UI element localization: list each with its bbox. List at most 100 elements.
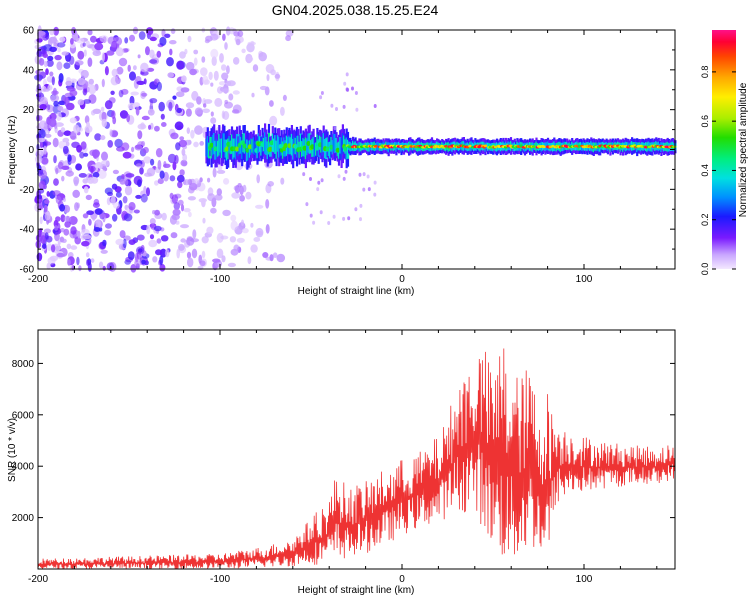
spectrogram-noise-blob [269, 100, 274, 107]
spectrogram-track-mid [222, 133, 225, 155]
spectrogram-noise-blob [212, 258, 221, 263]
spectrogram-noise-blob [38, 199, 43, 210]
spectrogram-noise-blob [164, 249, 170, 258]
spectrogram-noise-blob [70, 245, 78, 250]
spectrogram-noise-blob [42, 87, 50, 92]
spectrogram-noise-blob [212, 167, 217, 178]
spectrogram-noise-blob [110, 195, 116, 206]
spectrogram-track-core [247, 144, 253, 150]
spectrogram-noise-blob [149, 218, 156, 225]
spectrogram-noise-blob [122, 151, 132, 159]
x-tick-label: 100 [576, 274, 593, 285]
spectrogram-noise-blob [216, 188, 222, 196]
spectrogram-noise-blob [159, 264, 166, 272]
spectrogram-noise-blob [267, 181, 275, 187]
spectrogram-panel: -200 -100 0 100 60 40 20 0 -20 -40 -60 Height of s… [7, 25, 677, 297]
spectrogram-noise-blob [87, 57, 93, 67]
spectrogram-noise-blob [232, 90, 240, 95]
spectrogram-noise-blob [63, 204, 71, 213]
spectrogram-noise-blob [141, 259, 146, 265]
spectrogram-noise-blob [169, 40, 177, 45]
spectrogram-noise-blob [43, 61, 48, 67]
spectrogram-noise-blob [180, 159, 188, 167]
spectrogram-noise-blob [157, 159, 162, 170]
spectrogram-noise-blob [309, 177, 312, 181]
spectrogram-track-mid [264, 132, 267, 154]
spectrogram-noise-blob [99, 213, 106, 218]
spectrogram-noise-blob [152, 210, 156, 215]
spectrogram-noise-blob [115, 191, 122, 198]
spectrogram-noise-blob [169, 48, 173, 56]
spectrogram-noise-blob [235, 38, 241, 46]
spectrogram-noise-blob [62, 96, 69, 102]
spectrogram-noise-blob [166, 57, 174, 67]
spectrogram-noise-blob [104, 229, 112, 236]
spectrogram-noise-blob [115, 47, 124, 57]
spectrogram-noise-blob [187, 196, 196, 201]
spectrogram-noise-blob [229, 236, 237, 243]
spectrogram-noise-blob [100, 135, 106, 141]
spectrogram-track-mid [341, 133, 344, 155]
spectrogram-noise-blob [176, 248, 180, 259]
spectrogram-noise-blob [95, 219, 101, 229]
spectrogram-noise-blob [137, 54, 141, 59]
spectrogram-noise-blob [136, 251, 142, 260]
spectrogram-noise-blob [247, 256, 252, 265]
spectrogram-noise-blob [233, 244, 240, 252]
spectrogram-noise-blob [247, 56, 254, 62]
spectrogram-noise-blob [58, 73, 64, 83]
spectrogram-noise-blob [358, 172, 362, 177]
spectrogram-track-core [542, 145, 547, 149]
spectrogram-noise-blob [344, 169, 348, 174]
spectrogram-noise-blob [70, 38, 74, 45]
snr-series-line [37, 348, 675, 570]
spectrogram-noise-blob [231, 109, 240, 114]
spectrogram-noise-blob [50, 94, 60, 103]
spectrogram-noise-blob [71, 26, 77, 35]
spectrogram-noise-blob [148, 124, 152, 130]
spectrogram-noise-blob [54, 54, 62, 61]
spectrogram-noise-blob [193, 49, 199, 55]
spectrogram-noise-blob [266, 74, 270, 82]
spectrogram-noise-blob [109, 129, 113, 137]
spectrogram-noise-blob [76, 202, 80, 209]
spectrogram-noise-blob [201, 250, 206, 259]
spectrogram-noise-blob [77, 50, 85, 60]
spectrogram-noise-blob [160, 113, 165, 120]
spectrogram-noise-blob [124, 185, 133, 196]
spectrogram-noise-blob [282, 94, 287, 101]
spectrogram-noise-blob [83, 152, 89, 157]
spectrogram-noise-blob [102, 239, 107, 247]
spectrogram-noise-blob [198, 198, 207, 203]
spectrogram-noise-blob [319, 95, 323, 100]
spectrogram-track-core [245, 147, 250, 153]
spectrogram-noise-blob [222, 209, 231, 217]
spectrogram-noise-blob [49, 71, 54, 77]
spectrogram-track-mid [334, 134, 337, 154]
spectrogram-noise-blob [81, 240, 90, 247]
spectrogram-noise-blob [154, 209, 161, 216]
spectrogram-noise-blob [194, 125, 203, 135]
spectrogram-noise-blob [146, 224, 151, 235]
spectrogram-noise-blob [145, 27, 154, 36]
spectrogram-track-core [343, 145, 348, 151]
spectrogram-noise-blob [187, 257, 194, 268]
spectrogram-noise-blob [76, 256, 80, 266]
spectrogram-noise-blob [227, 262, 236, 268]
spectrogram-track-mid [329, 141, 332, 159]
spectrogram-noise-blob [342, 176, 346, 181]
snr-marks [37, 348, 675, 570]
spectrogram-noise-blob [144, 172, 152, 177]
y-tick-label: -40 [20, 225, 35, 236]
spectrogram-noise-blob [104, 66, 109, 76]
spectrogram-track-core [317, 142, 323, 148]
spectrogram-noise-blob [359, 217, 362, 222]
spectrogram-noise-blob [354, 207, 358, 212]
spectrogram-noise-blob [73, 176, 80, 185]
spectrogram-noise-blob [237, 30, 244, 37]
spectrogram-noise-blob [332, 214, 336, 219]
spectrogram-noise-blob [42, 243, 47, 249]
spectrogram-noise-blob [184, 48, 188, 55]
colorbar-gradient [712, 30, 736, 269]
spectrogram-noise-blob [46, 243, 53, 251]
